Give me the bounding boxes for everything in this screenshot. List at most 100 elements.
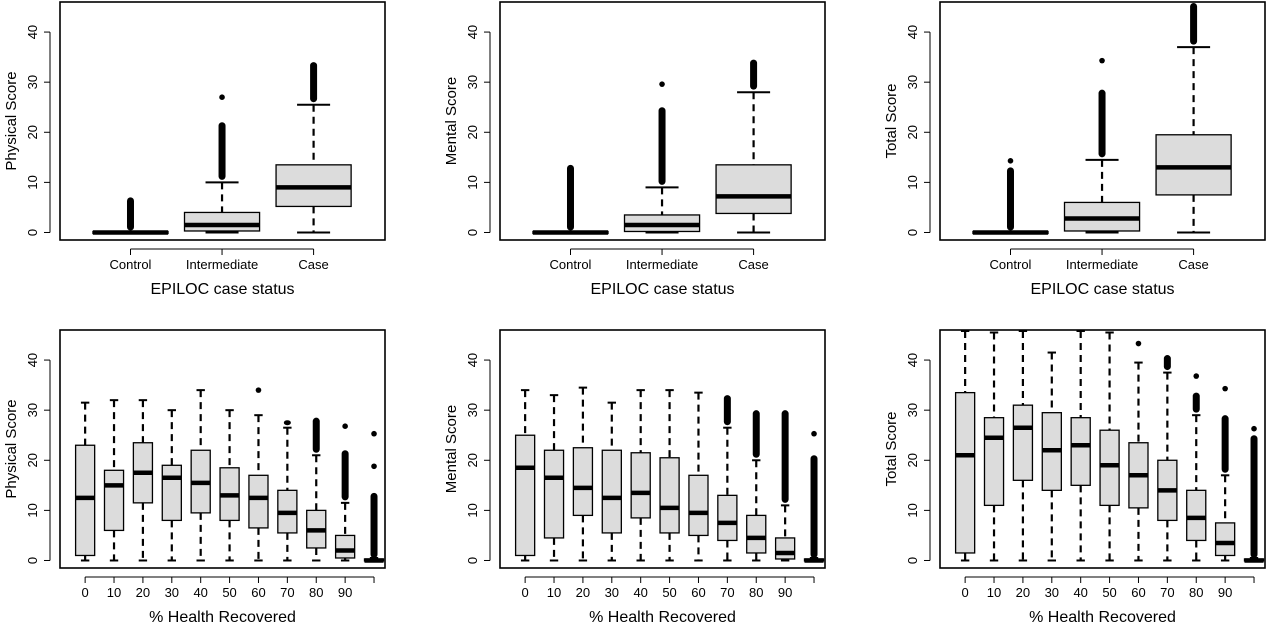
iqr-box bbox=[1214, 522, 1236, 557]
y-axis-label: Physical Score bbox=[3, 71, 20, 170]
x-tick-label: 50 bbox=[1102, 585, 1116, 600]
outlier-band bbox=[1163, 355, 1171, 371]
y-tick-label: 40 bbox=[465, 25, 480, 39]
outlier-band bbox=[781, 410, 789, 503]
x-tick-label: 0 bbox=[962, 585, 969, 600]
box-10 bbox=[103, 399, 125, 562]
iqr-box bbox=[1186, 489, 1207, 542]
x-tick-label: 60 bbox=[1131, 585, 1145, 600]
box-50 bbox=[219, 409, 240, 562]
iqr-box bbox=[74, 444, 96, 557]
x-tick-label: Control bbox=[110, 257, 152, 272]
box-10 bbox=[543, 394, 565, 562]
x-tick-label: 30 bbox=[165, 585, 179, 600]
x-axis-label: EPILOC case status bbox=[590, 281, 734, 298]
x-tick-label: 10 bbox=[547, 585, 561, 600]
box-40 bbox=[630, 389, 651, 562]
x-tick-label: 20 bbox=[576, 585, 590, 600]
box-Control bbox=[972, 158, 1049, 235]
outlier-band bbox=[283, 420, 291, 426]
box-50 bbox=[659, 389, 680, 562]
y-tick-label: 10 bbox=[25, 503, 40, 517]
x-tick-label: 40 bbox=[633, 585, 647, 600]
box-30 bbox=[161, 409, 182, 562]
y-tick-label: 40 bbox=[465, 353, 480, 367]
outlier-point bbox=[1007, 158, 1014, 164]
y-tick-label: 0 bbox=[465, 229, 480, 236]
plot-frame bbox=[939, 1, 1266, 241]
iqr-box bbox=[514, 434, 536, 557]
y-axis-label: Physical Score bbox=[3, 399, 20, 498]
iqr-box bbox=[161, 464, 182, 522]
y-tick-label: 40 bbox=[25, 25, 40, 39]
y-tick-label: 30 bbox=[905, 403, 920, 417]
iqr-box bbox=[572, 447, 594, 517]
iqr-box bbox=[1155, 134, 1232, 196]
y-tick-label: 40 bbox=[25, 353, 40, 367]
plot-frame bbox=[499, 1, 826, 241]
box-90 bbox=[774, 410, 796, 562]
x-tick-label: 0 bbox=[82, 585, 89, 600]
y-tick-label: 20 bbox=[465, 453, 480, 467]
y-tick-label: 30 bbox=[465, 403, 480, 417]
plot-frame bbox=[59, 329, 386, 569]
x-tick-label: 40 bbox=[193, 585, 207, 600]
x-tick-label: 70 bbox=[720, 585, 734, 600]
x-tick-label: Intermediate bbox=[626, 257, 698, 272]
box-30 bbox=[601, 401, 622, 562]
outlier-band bbox=[126, 197, 134, 231]
plot-panel-1: 0 10 20 30 40 Physical Score Control Intermedia… bbox=[3, 1, 386, 298]
outlier-point bbox=[1222, 385, 1228, 392]
plot-frame bbox=[939, 329, 1266, 569]
y-tick-label: 10 bbox=[905, 503, 920, 517]
box-0 bbox=[954, 330, 976, 562]
outlier-band bbox=[810, 455, 818, 558]
box-70 bbox=[277, 420, 298, 562]
box-50 bbox=[1099, 331, 1120, 562]
box-last bbox=[803, 430, 825, 563]
outlier-point bbox=[659, 81, 665, 87]
box-60 bbox=[688, 391, 709, 562]
x-tick-label: Control bbox=[550, 257, 592, 272]
box-10 bbox=[983, 331, 1005, 562]
plot-panel-3: 0 10 20 30 40 Total Score Control Intermediate C… bbox=[883, 1, 1266, 298]
iqr-box bbox=[688, 474, 709, 537]
box-90 bbox=[334, 423, 356, 562]
x-tick-label: 50 bbox=[222, 585, 236, 600]
box-Control bbox=[92, 197, 169, 235]
x-tick-label: 30 bbox=[605, 585, 619, 600]
y-axis-label: Mental Score bbox=[443, 405, 460, 493]
iqr-box bbox=[630, 452, 651, 519]
y-tick-label: 10 bbox=[905, 175, 920, 189]
box-70 bbox=[1157, 355, 1178, 562]
box-last bbox=[1243, 425, 1265, 563]
box-60 bbox=[248, 387, 269, 562]
box-Case bbox=[275, 62, 352, 234]
plot-panel-5: 0 10 20 30 40 Mental Score 0 10 20 30 40 50 60 70 80 90… bbox=[443, 329, 826, 626]
x-tick-label: 60 bbox=[691, 585, 705, 600]
iqr-box bbox=[717, 494, 738, 542]
box-Intermediate bbox=[623, 81, 701, 234]
y-tick-label: 40 bbox=[905, 25, 920, 39]
y-tick-label: 40 bbox=[905, 353, 920, 367]
x-tick-label: 70 bbox=[280, 585, 294, 600]
iqr-box bbox=[1070, 417, 1091, 486]
y-tick-label: 30 bbox=[905, 75, 920, 89]
iqr-box bbox=[103, 469, 125, 532]
y-tick-label: 0 bbox=[25, 557, 40, 564]
y-tick-label: 20 bbox=[465, 125, 480, 139]
y-axis-label: Total Score bbox=[883, 83, 900, 158]
box-Intermediate bbox=[183, 94, 261, 234]
box-40 bbox=[1070, 330, 1091, 562]
outlier-band bbox=[658, 107, 666, 185]
box-80 bbox=[306, 417, 327, 562]
outlier-band bbox=[1192, 392, 1200, 413]
outlier-point bbox=[371, 463, 377, 470]
x-tick-label: 60 bbox=[251, 585, 265, 600]
box-Case bbox=[715, 59, 792, 234]
x-tick-label: Control bbox=[990, 257, 1032, 272]
outlier-band bbox=[1098, 89, 1106, 158]
box-30 bbox=[1041, 351, 1062, 562]
x-tick-label: 20 bbox=[136, 585, 150, 600]
iqr-box bbox=[183, 211, 261, 232]
